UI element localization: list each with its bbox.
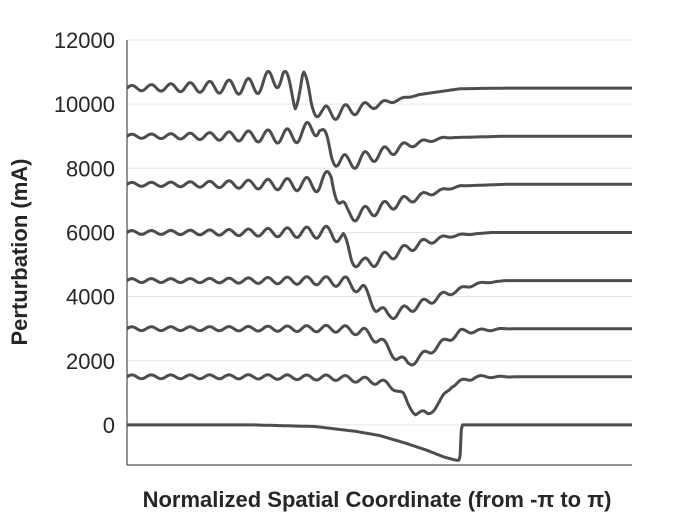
y-tick-label: 8000 [66, 156, 115, 181]
y-tick-label: 10000 [54, 92, 115, 117]
series-line-5 [126, 170, 633, 223]
series-line-2 [126, 323, 633, 367]
y-tick-label: 2000 [66, 349, 115, 374]
series-line-4 [126, 224, 633, 269]
y-tick-label: 12000 [54, 28, 115, 53]
y-axis-title: Perturbation (mA) [7, 159, 32, 346]
axes [126, 40, 632, 466]
x-axis-title: Normalized Spatial Coordinate (from -π t… [143, 487, 612, 512]
series-line-6 [126, 120, 633, 170]
series-line-3 [126, 275, 633, 320]
y-tick-label: 4000 [66, 285, 115, 310]
series-lines [126, 70, 633, 462]
y-tick-label: 6000 [66, 220, 115, 245]
y-tick-label: 0 [103, 413, 115, 438]
series-line-7 [126, 70, 633, 121]
series-line-0 [126, 423, 633, 462]
y-tick-labels: 0 2000 4000 6000 8000 10000 12000 [54, 28, 115, 438]
series-line-1 [126, 373, 633, 417]
